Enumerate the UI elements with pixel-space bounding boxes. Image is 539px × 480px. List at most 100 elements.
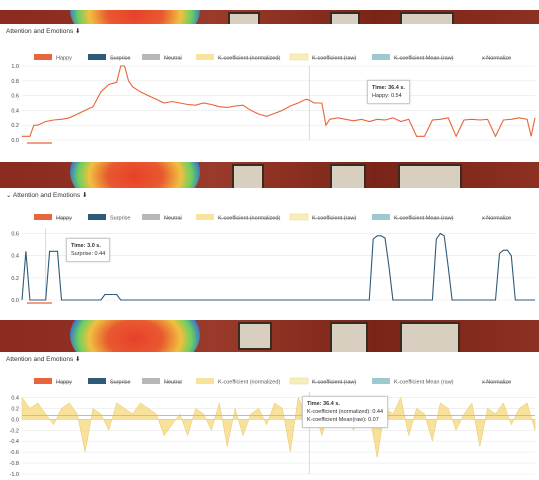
legend-label: K-coefficient Mean (raw) <box>394 216 454 222</box>
legend-item[interactable]: K-coefficient Mean (raw) <box>372 54 454 62</box>
y-tick-label: 0.2 <box>11 406 19 412</box>
y-tick-label: 0.0 <box>11 138 19 144</box>
y-tick-label: 0.2 <box>11 123 19 129</box>
legend-item[interactable]: Happy <box>34 214 72 222</box>
y-tick-label: -0.2 <box>10 428 19 434</box>
legend-label: Surprise <box>110 56 130 62</box>
emotion-panel-kcoefficient: Attention and Emotions ⬇ Happy Surprise Ne… <box>0 318 539 480</box>
download-icon[interactable]: ⬇ <box>75 28 81 35</box>
legend-swatch <box>142 54 160 60</box>
panel-header: Attention and Emotions ⬇ <box>0 352 539 368</box>
y-tick-label: 0.4 <box>11 395 19 401</box>
surprise-chart: Happy Surprise Neutral K-coefficient (norma… <box>11 213 535 304</box>
legend-swatch <box>142 214 160 220</box>
legend-label: K-coefficient (raw) <box>312 380 356 386</box>
legend-item[interactable]: K-coefficient Mean (raw) <box>372 378 454 386</box>
y-tick-label: -0.8 <box>10 461 19 467</box>
legend-label: K-coefficient (raw) <box>312 56 356 62</box>
legend-swatch <box>196 214 214 220</box>
wall-photo <box>330 164 366 192</box>
series-line-surprise <box>21 232 535 301</box>
legend-label: K-coefficient (raw) <box>312 216 356 222</box>
panel-header: Attention and Emotions ⬇ <box>0 24 539 40</box>
legend-item[interactable]: Neutral <box>142 378 182 386</box>
legend-item[interactable]: K-coefficient Mean (raw) <box>372 214 454 222</box>
y-tick-label: -0.4 <box>10 439 19 445</box>
legend-item[interactable]: K-coefficient (raw) <box>289 213 356 222</box>
legend-swatch <box>34 378 52 384</box>
y-tick-label: 0.8 <box>11 79 19 85</box>
panel-header: ⌄ Attention and Emotions ⬇ <box>0 188 539 204</box>
legend-item[interactable]: K-coefficient (normalized) <box>196 214 280 222</box>
legend-swatch <box>289 377 309 385</box>
series-area-kcoefficient <box>21 394 536 458</box>
legend-label: K-coefficient (normalized) <box>218 56 280 62</box>
panel-title: Attention and Emotions ⬇ <box>6 356 81 363</box>
attention-heatmap <box>70 162 200 192</box>
legend-label: K-coefficient (normalized) <box>218 216 280 222</box>
y-tick-label: 0.4 <box>11 108 19 114</box>
wall-photo <box>232 164 264 190</box>
legend-item[interactable]: Happy <box>34 54 72 62</box>
legend-item[interactable]: Surprise <box>88 378 130 386</box>
legend-swatch <box>289 213 309 221</box>
legend-label: Neutral <box>164 380 182 386</box>
download-icon[interactable]: ⬇ <box>81 192 88 199</box>
legend-label: Happy <box>56 380 72 386</box>
legend-swatch <box>34 214 52 220</box>
emotion-panel-happy: Attention and Emotions ⬇ Happy Surprise Ne… <box>0 0 539 160</box>
legend-swatch <box>372 214 390 220</box>
legend-item[interactable]: Neutral <box>142 214 182 222</box>
happy-chart: Happy Surprise Neutral K-coefficient (norma… <box>11 53 536 144</box>
kcoefficient-chart: Happy Surprise Neutral K-coefficient (norma… <box>10 377 536 478</box>
legend-item[interactable]: K-coefficient (normalized) <box>196 54 280 62</box>
chevron-down-icon[interactable]: ⌄ <box>6 192 12 199</box>
video-heatmap-strip <box>0 320 539 358</box>
legend-label: x Normalize <box>482 56 511 62</box>
y-tick-label: 0.6 <box>11 232 19 238</box>
legend-swatch <box>34 54 52 60</box>
legend-label: Surprise <box>110 216 130 222</box>
legend-item[interactable]: x Normalize <box>482 380 511 386</box>
legend-label: x Normalize <box>482 216 511 222</box>
legend-item[interactable]: K-coefficient (raw) <box>289 53 356 62</box>
legend-label: K-coefficient Mean (raw) <box>394 56 454 62</box>
legend-label: K-coefficient Mean (raw) <box>394 380 454 386</box>
legend-swatch <box>88 54 106 60</box>
legend-item[interactable]: K-coefficient (normalized) <box>196 378 280 386</box>
legend-swatch <box>88 378 106 384</box>
y-tick-label: 0.2 <box>11 276 19 282</box>
legend-swatch <box>196 378 214 384</box>
download-icon[interactable]: ⬇ <box>75 356 81 363</box>
chart-tooltip: Time: 36.4 s. Happy: 0.54 <box>367 80 410 104</box>
legend-swatch <box>372 378 390 384</box>
legend-item[interactable]: Surprise <box>88 214 130 222</box>
legend-item[interactable]: x Normalize <box>482 56 511 62</box>
legend-label: Neutral <box>164 56 182 62</box>
legend-item[interactable]: Neutral <box>142 54 182 62</box>
panel-title: Attention and Emotions ⬇ <box>6 28 81 35</box>
y-tick-label: 0.6 <box>11 94 19 100</box>
legend-swatch <box>196 54 214 60</box>
emotion-panel-surprise: ⌄ Attention and Emotions ⬇ Happy Surprise… <box>0 160 539 315</box>
y-tick-label: 0.0 <box>11 417 19 423</box>
legend-label: K-coefficient (normalized) <box>218 380 280 386</box>
legend-swatch <box>142 378 160 384</box>
legend-swatch <box>372 54 390 60</box>
series-line-happy <box>22 65 536 138</box>
legend-swatch <box>289 53 309 61</box>
legend-label: Happy <box>56 56 72 62</box>
y-tick-label: 0.0 <box>11 298 19 304</box>
y-tick-label: 0.4 <box>11 254 19 260</box>
wall-photo <box>238 322 272 350</box>
legend-item[interactable]: x Normalize <box>482 216 511 222</box>
legend-item[interactable]: Happy <box>34 378 72 386</box>
legend-label: x Normalize <box>482 380 511 386</box>
legend-label: Neutral <box>164 216 182 222</box>
video-heatmap-strip <box>0 162 539 192</box>
legend-item[interactable]: K-coefficient (raw) <box>289 377 356 386</box>
legend-item[interactable]: Surprise <box>88 54 130 62</box>
legend-label: Surprise <box>110 380 130 386</box>
attention-heatmap <box>70 320 200 358</box>
y-tick-label: -1.0 <box>10 472 19 478</box>
